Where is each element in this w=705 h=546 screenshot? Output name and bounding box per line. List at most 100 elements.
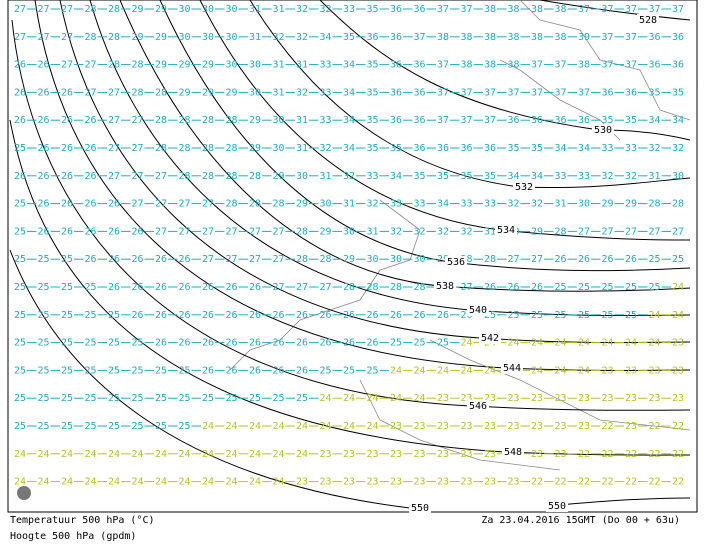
temperature-label: 25 xyxy=(531,310,543,321)
temperature-label: 36 xyxy=(413,87,425,98)
contour-label-bg xyxy=(513,181,535,193)
temperature-label: 24 xyxy=(249,449,261,460)
temperature-label: 28 xyxy=(84,4,96,15)
temperature-label: 22 xyxy=(625,449,637,460)
temperature-label: 26 xyxy=(61,199,73,210)
temperature-label: 29 xyxy=(178,60,190,71)
temperature-label: 26 xyxy=(202,338,214,349)
temperature-label: 22 xyxy=(648,477,660,488)
temperature-label: 28 xyxy=(131,87,143,98)
temperature-label: 23 xyxy=(672,338,684,349)
temperature-label: 24 xyxy=(131,477,143,488)
temperature-label: 36 xyxy=(413,143,425,154)
temperature-label: 32 xyxy=(296,87,308,98)
temperature-label: 28 xyxy=(296,254,308,265)
temperature-label: 24 xyxy=(507,338,519,349)
temperature-label: 23 xyxy=(460,477,472,488)
temperature-label: 26 xyxy=(366,310,378,321)
temperature-label: 25 xyxy=(225,393,237,404)
temperature-label: 28 xyxy=(108,32,120,43)
temperature-label: 27 xyxy=(178,226,190,237)
temperature-label: 27 xyxy=(108,87,120,98)
temperature-label: 24 xyxy=(296,421,308,432)
temperature-label: 26 xyxy=(578,254,590,265)
temperature-label: 24 xyxy=(390,393,402,404)
temperature-label: 37 xyxy=(625,4,637,15)
temperature-label: 37 xyxy=(460,115,472,126)
temperature-label: 22 xyxy=(531,477,543,488)
temperature-label: 22 xyxy=(672,449,684,460)
temperature-label: 28 xyxy=(108,4,120,15)
temperature-label: 25 xyxy=(14,282,26,293)
temperature-label: 23 xyxy=(437,449,449,460)
temperature-label: 35 xyxy=(413,171,425,182)
temperature-label: 24 xyxy=(84,477,96,488)
temperature-label: 23 xyxy=(343,449,355,460)
temperature-label: 31 xyxy=(296,143,308,154)
temperature-label: 35 xyxy=(484,171,496,182)
contour-label-bg xyxy=(479,332,501,344)
temperature-label: 35 xyxy=(390,143,402,154)
temperature-label: 26 xyxy=(14,60,26,71)
temperature-label: 37 xyxy=(672,4,684,15)
temperature-label: 26 xyxy=(507,282,519,293)
temperature-label: 24 xyxy=(366,393,378,404)
temperature-label: 27 xyxy=(131,199,143,210)
temperature-label: 30 xyxy=(225,60,237,71)
temperature-label: 38 xyxy=(484,60,496,71)
temperature-label: 35 xyxy=(460,171,472,182)
temperature-label: 28 xyxy=(343,282,355,293)
temperature-label: 28 xyxy=(84,32,96,43)
temperature-label: 29 xyxy=(202,87,214,98)
contour-label-bg xyxy=(467,400,489,412)
temperature-label: 27 xyxy=(202,254,214,265)
temperature-label: 27 xyxy=(249,226,261,237)
temperature-label: 26 xyxy=(554,254,566,265)
temperature-label: 26 xyxy=(202,365,214,376)
temperature-label: 33 xyxy=(601,143,613,154)
temperature-label: 24 xyxy=(202,477,214,488)
temperature-label: 24 xyxy=(672,282,684,293)
temperature-label: 36 xyxy=(648,60,660,71)
temperature-label: 27 xyxy=(578,226,590,237)
temperature-label: 28 xyxy=(672,199,684,210)
temperature-label: 26 xyxy=(84,143,96,154)
temperature-label: 25 xyxy=(178,393,190,404)
temperature-label: 23 xyxy=(460,393,472,404)
temperature-label: 32 xyxy=(413,226,425,237)
temperature-label: 25 xyxy=(131,338,143,349)
temperature-label: 22 xyxy=(672,477,684,488)
temperature-label: 35 xyxy=(648,87,660,98)
temperature-label: 29 xyxy=(319,226,331,237)
temperature-label: 24 xyxy=(84,449,96,460)
temperature-label: 26 xyxy=(202,310,214,321)
temperature-label: 27 xyxy=(131,115,143,126)
temperature-label: 31 xyxy=(343,199,355,210)
temperature-label: 32 xyxy=(648,143,660,154)
temperature-label: 25 xyxy=(108,365,120,376)
contour-label-bg xyxy=(502,446,524,458)
temperature-label: 28 xyxy=(390,282,402,293)
temperature-label: 23 xyxy=(484,421,496,432)
temperature-label: 24 xyxy=(225,421,237,432)
temperature-label: 25 xyxy=(37,365,49,376)
temperature-label: 26 xyxy=(272,365,284,376)
temperature-label: 25 xyxy=(625,282,637,293)
temperature-label: 23 xyxy=(366,477,378,488)
contour-label: 550 xyxy=(411,503,429,514)
temperature-label: 25 xyxy=(507,310,519,321)
temperature-label: 27 xyxy=(14,32,26,43)
temperature-label: 23 xyxy=(460,421,472,432)
temperature-label: 24 xyxy=(601,338,613,349)
temperature-label: 28 xyxy=(155,115,167,126)
temperature-label: 27 xyxy=(249,254,261,265)
temperature-label: 27 xyxy=(108,143,120,154)
temperature-label: 36 xyxy=(437,143,449,154)
temperature-label: 26 xyxy=(249,310,261,321)
temperature-label: 32 xyxy=(296,32,308,43)
temperature-label: 37 xyxy=(437,4,449,15)
temperature-label: 22 xyxy=(578,477,590,488)
temperature-label: 36 xyxy=(390,4,402,15)
temperature-label: 23 xyxy=(413,477,425,488)
temperature-label: 38 xyxy=(554,32,566,43)
